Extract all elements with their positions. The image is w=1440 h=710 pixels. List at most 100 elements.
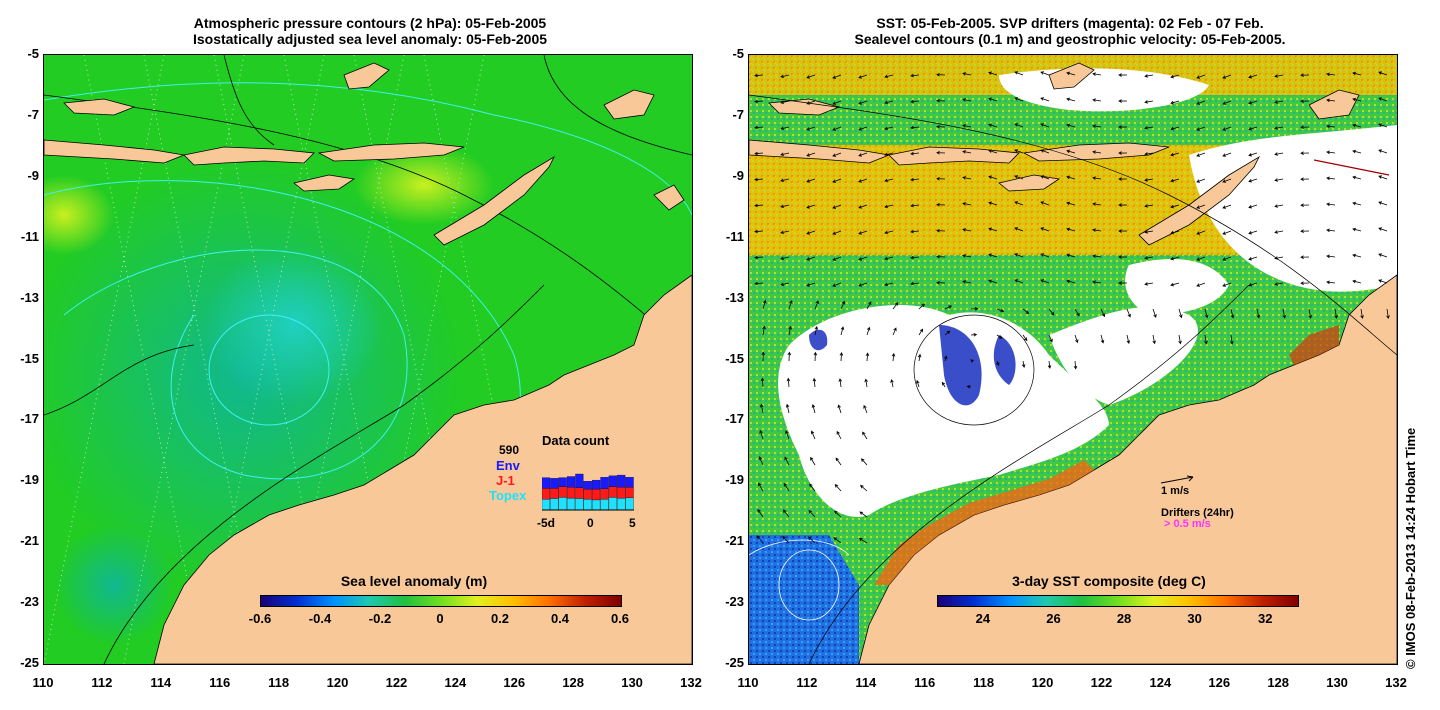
velocity-arrow [838,378,843,388]
island-timor [433,155,555,246]
velocity-arrow [962,98,972,102]
velocity-arrow [757,508,764,518]
data-count-max: 590 [499,443,520,457]
velocity-arrow [1222,204,1232,209]
data-count-bar-j1 [617,487,626,499]
left-title-line2: Isostatically adjusted sea level anomaly… [192,31,548,47]
velocity-arrow [1326,72,1336,77]
velocity-arrow [806,282,816,287]
right-y-tick: -19 [725,472,744,488]
velocity-arrow [1048,308,1055,316]
velocity-arrow [1300,281,1310,285]
data-count-bar-env [575,473,584,488]
velocity-arrow [944,330,951,336]
right-x-tick: 120 [1031,675,1054,690]
velocity-arrow [754,203,764,208]
colorbar-label: 28 [1116,611,1132,626]
left-y-tick: -15 [20,350,39,366]
velocity-arrow [759,403,764,414]
velocity-arrow [1126,334,1131,344]
velocity-arrow [1040,201,1050,206]
velocity-arrow [1352,175,1362,180]
velocity-arrow [1152,308,1157,318]
velocity-arrow [1170,282,1180,287]
velocity-arrow [1334,308,1338,319]
velocity-arrow [788,325,792,336]
right-y-tick: -5 [732,46,744,61]
velocity-arrow [864,378,868,388]
velocity-legend-label: 1 m/s [1161,485,1190,497]
right-map-panel[interactable]: 1 m/s Drifters (24hr) > 0.5 m/s 3-day SS… [748,54,1398,665]
velocity-arrow [1222,230,1232,235]
velocity-arrow [785,430,790,440]
velocity-arrow [910,229,920,234]
velocity-arrow [1378,227,1388,232]
velocity-arrow [762,325,766,336]
velocity-arrow [811,404,816,414]
velocity-arrow [1248,256,1258,261]
velocity-arrow [832,204,842,209]
velocity-arrow [910,125,920,130]
left-y-tick: -13 [20,289,39,305]
velocity-arrow [970,359,975,363]
velocity-arrow [832,126,842,131]
left-x-tick: 114 [150,675,172,690]
right-x-tick: 116 [914,675,936,690]
velocity-arrow [1014,97,1024,102]
left-y-tick: -7 [27,106,39,122]
velocity-arrow [1178,308,1183,319]
velocity-arrow [1274,126,1284,130]
velocity-arrow [1047,360,1052,369]
velocity-arrow [1170,100,1180,105]
velocity-arrow [858,230,868,235]
velocity-arrow [1178,334,1182,345]
dc-xlabel-left: -5d [537,516,555,530]
left-colorbar-title: Sea level anomaly (m) [340,573,488,589]
velocity-arrow [780,282,790,287]
velocity-arrow [970,307,979,311]
island-buru-right [1308,89,1360,120]
island-buru [603,89,655,120]
island-java-bali-right [749,139,891,164]
data-count-bar-topex [583,499,592,511]
velocity-arrow [1274,256,1284,260]
velocity-arrow [962,150,972,154]
data-count-bar-j1 [608,486,617,498]
velocity-arrow [884,100,894,105]
velocity-arrow [832,100,842,105]
velocity-arrow [1222,256,1232,261]
velocity-arrow [1352,149,1362,154]
velocity-arrow [756,535,764,544]
colorbar-label: 32 [1258,611,1273,626]
data-count-bars [542,473,634,511]
velocity-arrow [761,351,766,362]
velocity-arrow [1092,254,1102,258]
velocity-arrow [910,151,920,156]
velocity-arrow [1014,253,1024,258]
legend-env: Env [496,458,520,473]
velocity-arrow [1282,308,1287,319]
left-x-tick: 130 [621,675,643,690]
sst-southwest-cold [749,535,859,664]
velocity-arrow [884,152,894,157]
velocity-arrow [814,325,819,336]
data-count-bar-topex [625,497,634,511]
velocity-arrow [1040,97,1050,102]
velocity-arrow [832,230,842,235]
left-map-panel[interactable]: Data count 590 Env J-1 Topex -5d 0 5 Sea… [43,54,693,665]
left-x-tick: 126 [503,675,526,690]
velocity-arrow [1118,73,1128,77]
velocity-arrow [1066,201,1076,206]
velocity-arrow [754,229,764,234]
velocity-arrow [840,300,846,310]
velocity-arrow [780,152,790,157]
velocity-arrow [917,353,922,362]
velocity-arrow [1118,151,1128,155]
velocity-arrow [832,282,842,287]
velocity-arrow [858,74,868,79]
data-count-bar-env [625,477,634,488]
data-count-bar-j1 [575,487,584,499]
velocity-arrow [1300,229,1310,233]
left-y-tick: -11 [20,228,39,244]
velocity-arrow [1222,178,1232,183]
